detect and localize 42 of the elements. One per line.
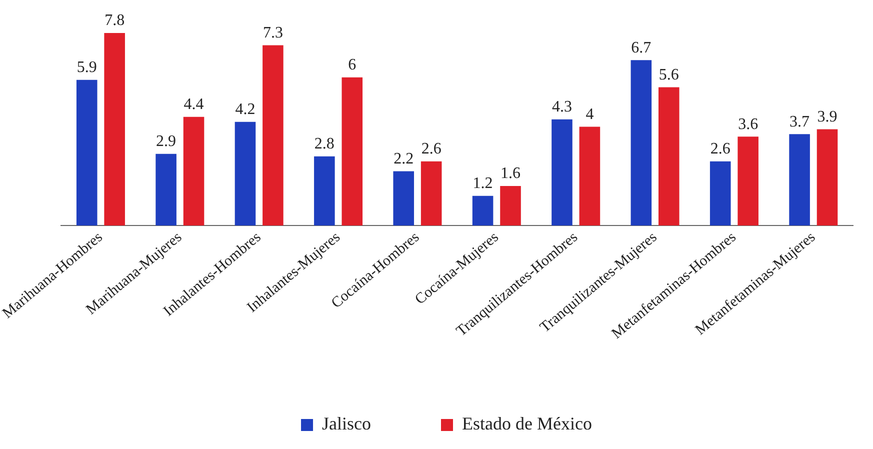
- bar: [579, 126, 600, 226]
- data-label: 5.6: [658, 66, 679, 84]
- bar: [76, 80, 98, 226]
- bar: [816, 129, 838, 226]
- data-label: 3.7: [790, 113, 810, 130]
- data-label: 3.6: [738, 116, 758, 133]
- data-label: 1.6: [500, 165, 521, 182]
- bar: [738, 136, 758, 226]
- bar: [156, 154, 176, 226]
- data-label: 1.2: [472, 175, 493, 192]
- bar: [420, 161, 442, 226]
- legend-label: Jalisco: [322, 414, 372, 434]
- data-label: 4.2: [235, 101, 256, 118]
- legend-label: Estado de México: [462, 414, 592, 434]
- bar: [183, 116, 204, 226]
- bar: [342, 77, 363, 226]
- bar: [393, 171, 414, 226]
- bar: [104, 32, 125, 226]
- data-label: 4: [586, 106, 594, 123]
- data-label: 4.4: [184, 96, 204, 114]
- data-label: 7.8: [104, 12, 125, 30]
- bar: [262, 45, 284, 226]
- bar: [234, 122, 256, 226]
- bar: [710, 161, 731, 226]
- data-label: 2.2: [394, 150, 414, 168]
- data-label: 5.9: [76, 59, 97, 76]
- data-label: 2.8: [314, 136, 334, 153]
- bar: [789, 134, 810, 226]
- bar: [472, 196, 494, 226]
- data-label: 7.3: [262, 24, 283, 42]
- data-label: 6.7: [631, 39, 652, 56]
- bar: [658, 87, 680, 226]
- data-label: 6: [348, 56, 356, 74]
- data-label: 3.9: [817, 108, 838, 126]
- data-label: 2.9: [156, 133, 176, 150]
- data-label: 2.6: [710, 140, 730, 158]
- data-label: 4.3: [552, 98, 572, 116]
- bar: [630, 60, 652, 226]
- bar: [500, 186, 521, 226]
- data-label: 2.6: [421, 140, 442, 158]
- bar: [314, 156, 335, 226]
- bar: [552, 119, 572, 226]
